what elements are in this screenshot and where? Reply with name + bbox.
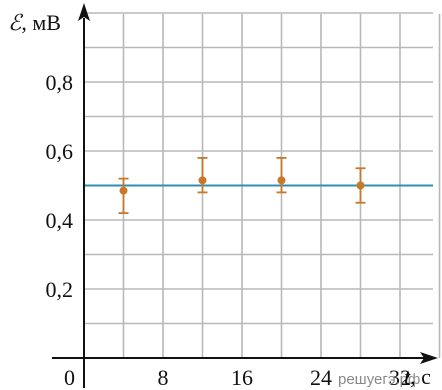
origin-label: 0 xyxy=(64,365,75,390)
y-axis-title: ℰ, мВ xyxy=(8,10,61,35)
data-point xyxy=(277,176,286,185)
x-axis-title-unit: , с xyxy=(410,364,431,389)
watermark: решуегэ.рф xyxy=(338,371,420,388)
x-tick-label: 24 xyxy=(310,365,332,390)
x-axis-title: t, с xyxy=(404,364,431,389)
y-tick-label: 0,8 xyxy=(46,70,74,95)
error-bar xyxy=(276,156,287,194)
y-axis-arrow-icon xyxy=(78,3,90,21)
error-bar xyxy=(118,177,129,215)
y-axis-title-var: ℰ xyxy=(8,10,24,35)
error-bar xyxy=(197,156,208,194)
x-axis-arrow-icon xyxy=(420,352,438,364)
x-tick-labels: 8 16 24 32 xyxy=(158,365,412,390)
y-tick-label: 0,2 xyxy=(46,277,74,302)
x-tick-label: 8 xyxy=(158,365,169,390)
y-tick-labels: 0,2 0,4 0,6 0,8 xyxy=(46,70,74,302)
data-point xyxy=(198,176,207,185)
y-tick-label: 0,4 xyxy=(46,208,74,233)
x-tick-label: 16 xyxy=(231,365,253,390)
data-point xyxy=(119,186,128,195)
x-tick-label: 32 xyxy=(389,365,411,390)
y-tick-label: 0,6 xyxy=(46,139,74,164)
x-axis-title-var: t xyxy=(404,364,411,389)
y-axis-title-unit: , мВ xyxy=(21,10,61,35)
data-point xyxy=(356,181,365,190)
data-points xyxy=(119,176,365,195)
